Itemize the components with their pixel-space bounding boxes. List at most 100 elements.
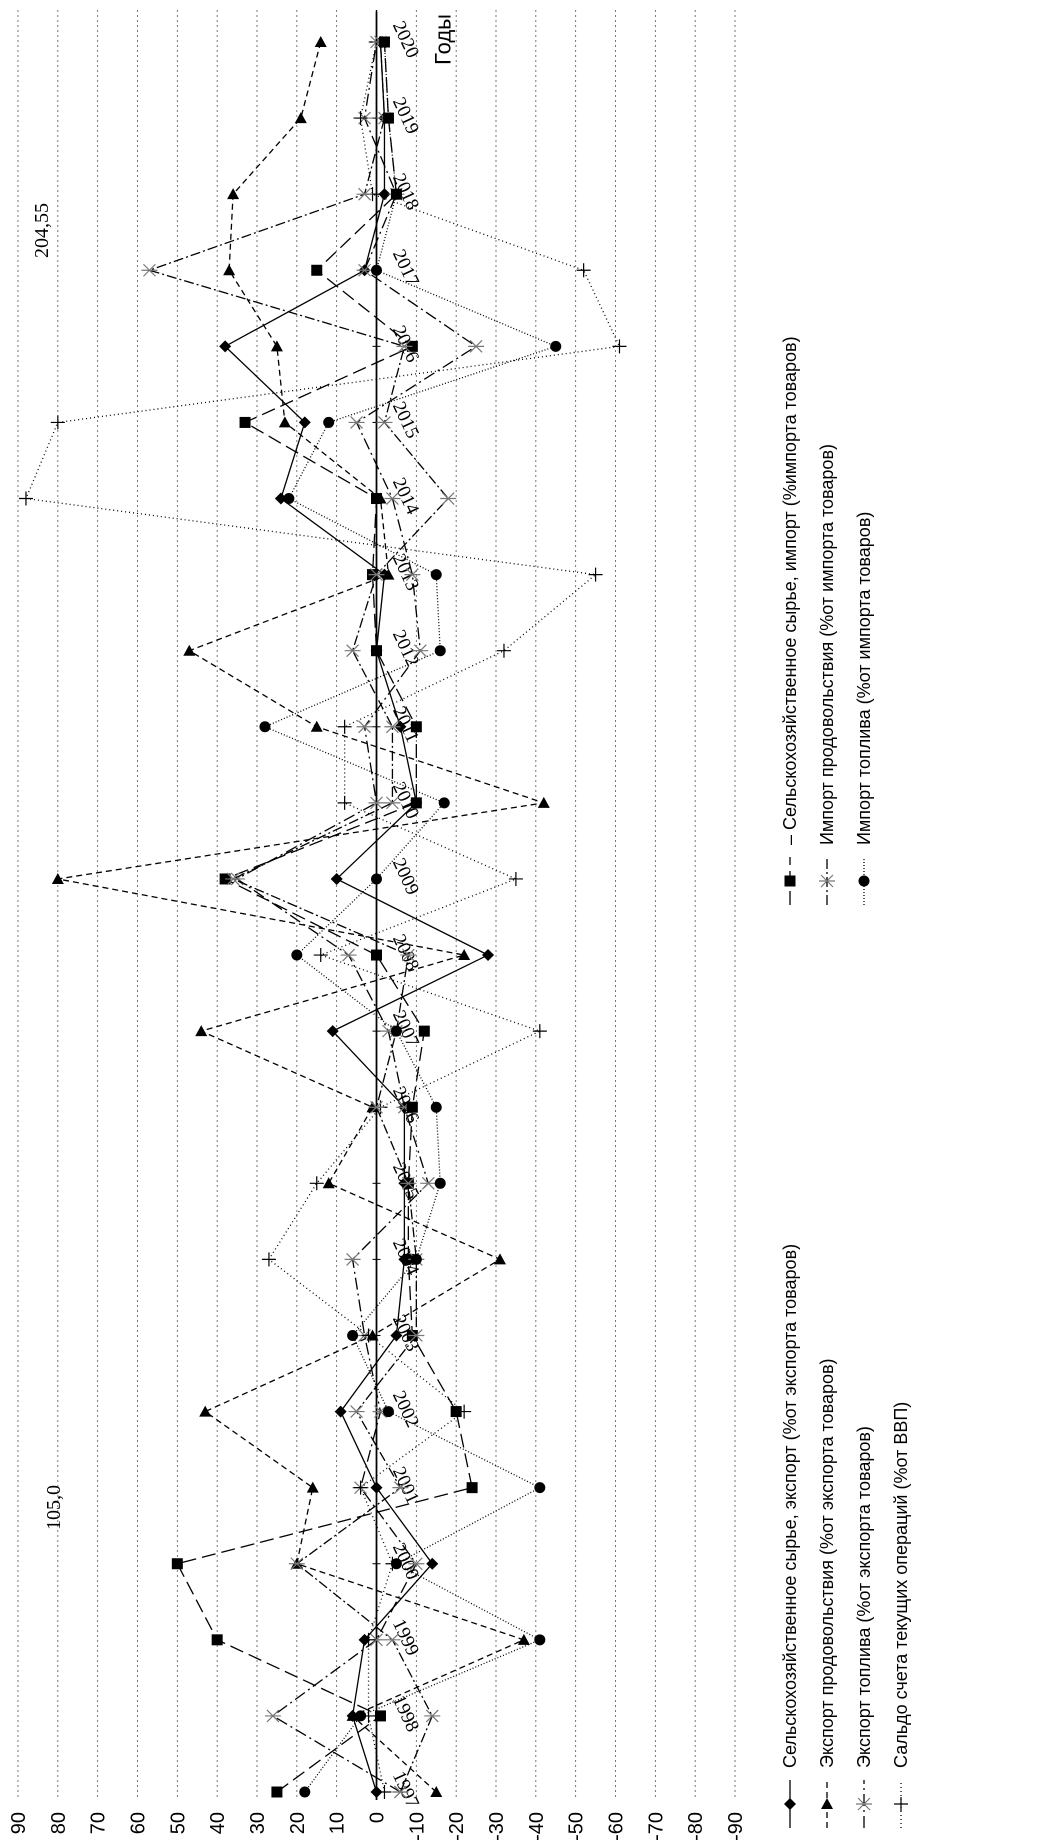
data-point — [408, 1557, 425, 1571]
data-point — [384, 1633, 401, 1647]
gridlines — [17, 10, 736, 1800]
data-point — [51, 872, 64, 884]
data-point — [337, 795, 352, 810]
year-label: 2014 — [388, 475, 423, 519]
data-point — [440, 492, 457, 505]
value-tick-label: -70 — [645, 1812, 667, 1841]
legend-marker — [784, 875, 796, 887]
data-point — [390, 1025, 402, 1037]
data-point — [537, 796, 550, 808]
value-tick-label: -30 — [486, 1812, 508, 1841]
data-point — [508, 871, 523, 886]
data-point — [368, 568, 385, 582]
data-point — [356, 720, 373, 734]
legend-marker — [858, 875, 870, 887]
value-tick-label: 50 — [167, 1812, 189, 1834]
year-label: 2001 — [388, 1464, 423, 1507]
data-point — [430, 569, 442, 581]
series-group — [18, 35, 627, 1799]
legend-marker — [819, 874, 835, 888]
data-point — [384, 720, 401, 734]
series-6 — [141, 35, 457, 1799]
data-point — [261, 1252, 276, 1267]
data-point — [353, 111, 368, 126]
legend-label: Экспорт продовольствия (%от экспорта тов… — [817, 1358, 837, 1768]
data-point — [378, 188, 391, 201]
data-point — [376, 416, 393, 429]
data-point — [400, 1176, 417, 1190]
data-point — [227, 188, 240, 200]
data-point — [225, 872, 242, 886]
legend-label: Импорт продовольствия (%от импорта товар… — [817, 444, 837, 845]
data-point — [370, 1786, 383, 1798]
series-line — [176, 41, 473, 1793]
data-point — [482, 949, 495, 962]
data-point — [337, 719, 352, 734]
value-tick-label: 40 — [207, 1812, 229, 1834]
data-point — [50, 415, 65, 430]
data-point — [390, 1558, 402, 1570]
data-point — [219, 340, 232, 353]
value-tick-label: 70 — [88, 1812, 110, 1834]
data-point — [434, 645, 446, 657]
data-point — [322, 1177, 335, 1189]
legend-label: Импорт топлива (%от импорта товаров) — [854, 512, 874, 845]
data-point — [344, 1252, 361, 1266]
data-point — [612, 339, 627, 354]
data-point — [382, 568, 395, 580]
value-tick-label: -90 — [725, 1812, 747, 1841]
series-7 — [259, 36, 562, 1798]
data-point — [356, 263, 373, 277]
annotation-peak-2000: 105,0 — [43, 1485, 65, 1530]
data-point — [534, 1482, 546, 1494]
data-point — [347, 1329, 359, 1341]
data-point — [141, 263, 158, 277]
data-point — [384, 796, 401, 810]
data-point — [368, 1100, 385, 1114]
data-point — [278, 416, 291, 428]
data-point — [323, 416, 335, 428]
data-point — [348, 1405, 365, 1418]
data-point — [420, 1176, 437, 1190]
data-point — [283, 493, 295, 505]
data-point — [344, 644, 361, 658]
data-point — [466, 1482, 478, 1494]
series-line — [224, 41, 490, 1793]
data-point — [450, 1406, 462, 1418]
data-point — [314, 36, 327, 47]
data-point — [390, 1329, 403, 1342]
data-point — [223, 264, 236, 276]
value-tick-label: -60 — [606, 1812, 628, 1841]
data-point — [496, 643, 511, 658]
data-point — [418, 1025, 430, 1037]
legend-entry: Импорт топлива (%от импорта товаров) — [854, 512, 874, 905]
data-point — [270, 340, 283, 352]
value-tick-label: 10 — [327, 1812, 349, 1834]
data-point — [313, 948, 328, 963]
series-line — [147, 41, 450, 1793]
data-point — [288, 1557, 305, 1571]
data-point — [264, 1709, 281, 1723]
series-5 — [171, 36, 478, 1798]
year-label: 1999 — [388, 1616, 423, 1659]
legend: Сельскохозяйственное сырье, экспорт (%от… — [780, 336, 911, 1828]
data-point — [517, 1633, 530, 1645]
legend-marker — [894, 1797, 908, 1811]
data-point — [371, 493, 382, 505]
data-point — [371, 645, 382, 657]
year-label: 2015 — [388, 398, 423, 441]
data-point — [291, 949, 303, 961]
data-point — [392, 1481, 409, 1495]
data-point — [259, 721, 271, 733]
data-point — [534, 1634, 546, 1646]
value-tick-label: 30 — [247, 1812, 269, 1834]
value-tick-labels: 90 80 70 60 50 40 30 20 10 0 -10 -20 -30 -40 -50 -60 -70… — [8, 1812, 747, 1841]
value-tick-label: 90 — [8, 1812, 30, 1834]
data-point — [183, 644, 196, 656]
data-point — [458, 949, 471, 961]
legend-entry: Сальдо счета текущих операций (%от ВВП) — [891, 1402, 911, 1828]
data-point — [356, 187, 373, 201]
data-point — [410, 721, 422, 733]
data-point — [171, 1558, 183, 1570]
